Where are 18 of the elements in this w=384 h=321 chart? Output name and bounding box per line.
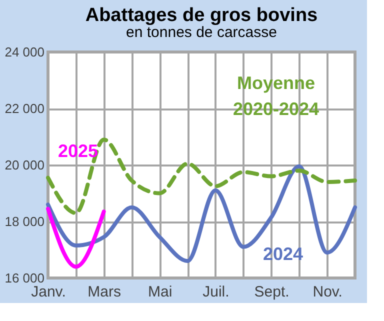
y-tick-label: 16 000 bbox=[4, 270, 44, 286]
x-tick-label: Sept. bbox=[254, 284, 290, 300]
y-tick-label: 22 000 bbox=[4, 101, 44, 116]
line-series bbox=[46, 164, 357, 264]
x-tick-label: Mars bbox=[88, 284, 121, 300]
line-series bbox=[46, 138, 357, 216]
chart-subtitle: en tonnes de carcasse bbox=[126, 24, 277, 41]
x-tick-label: Juil. bbox=[202, 284, 230, 300]
text: 2025 bbox=[58, 141, 98, 161]
x-tick-label: Mai bbox=[148, 284, 172, 300]
text: Moyenne 2020-2024 bbox=[232, 73, 320, 119]
x-tick-label: Nov. bbox=[312, 284, 342, 300]
y-tick-label: 20 000 bbox=[4, 158, 44, 172]
chart-title: Abattages de gros bovins bbox=[85, 5, 318, 26]
x-tick-label: Janv. bbox=[31, 284, 66, 300]
y-tick-label: 24 000 bbox=[4, 44, 44, 60]
series-label: 2024 bbox=[262, 244, 304, 264]
y-tick-label: 18 000 bbox=[4, 214, 44, 229]
